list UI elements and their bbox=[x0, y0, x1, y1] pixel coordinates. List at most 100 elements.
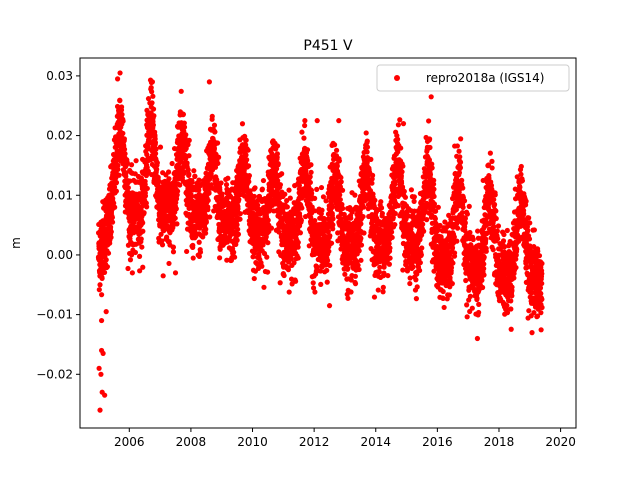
data-point bbox=[387, 255, 393, 261]
data-point bbox=[492, 192, 498, 198]
data-point bbox=[116, 172, 122, 178]
data-point bbox=[251, 193, 257, 200]
data-point bbox=[375, 287, 381, 293]
data-point bbox=[149, 89, 155, 95]
data-point bbox=[307, 179, 313, 186]
data-point bbox=[261, 284, 267, 290]
data-point bbox=[265, 217, 271, 223]
data-point bbox=[480, 284, 486, 291]
data-point bbox=[259, 186, 265, 192]
data-point bbox=[474, 295, 480, 301]
data-point bbox=[115, 166, 121, 173]
data-point bbox=[411, 198, 417, 204]
data-point bbox=[481, 266, 487, 272]
data-point bbox=[431, 193, 437, 200]
data-point bbox=[295, 239, 301, 246]
data-point bbox=[186, 153, 192, 159]
data-point bbox=[237, 216, 243, 222]
data-point bbox=[111, 184, 118, 190]
data-point bbox=[188, 193, 195, 200]
data-point bbox=[96, 287, 102, 293]
data-point bbox=[217, 246, 223, 252]
data-point bbox=[511, 275, 517, 281]
data-point bbox=[358, 242, 365, 248]
data-point bbox=[338, 179, 344, 185]
data-point bbox=[119, 111, 125, 118]
data-point bbox=[476, 301, 482, 307]
data-point bbox=[432, 216, 438, 222]
data-point bbox=[127, 178, 133, 184]
data-point bbox=[286, 289, 292, 295]
data-point bbox=[501, 231, 507, 238]
data-point bbox=[387, 245, 393, 251]
data-point bbox=[99, 275, 105, 281]
data-point bbox=[298, 217, 304, 224]
data-point bbox=[215, 154, 222, 160]
data-point bbox=[209, 113, 215, 119]
data-point bbox=[476, 309, 482, 316]
data-point bbox=[99, 292, 105, 298]
data-point bbox=[119, 104, 125, 110]
data-point bbox=[408, 187, 415, 193]
data-point bbox=[364, 138, 370, 144]
data-point bbox=[141, 210, 147, 216]
data-point bbox=[358, 235, 364, 241]
data-point bbox=[184, 248, 190, 255]
data-point bbox=[120, 118, 126, 124]
data-point bbox=[427, 136, 433, 142]
data-point bbox=[196, 253, 202, 260]
data-point bbox=[461, 198, 468, 204]
data-point bbox=[108, 229, 114, 235]
data-point bbox=[233, 241, 239, 247]
data-point bbox=[380, 284, 386, 290]
data-point bbox=[324, 279, 330, 285]
data-point bbox=[302, 122, 308, 129]
data-point bbox=[508, 298, 514, 304]
data-point bbox=[491, 224, 497, 230]
data-point bbox=[286, 187, 292, 193]
data-point bbox=[122, 151, 128, 157]
data-point bbox=[418, 252, 424, 258]
data-point bbox=[136, 253, 143, 259]
data-point bbox=[281, 272, 287, 279]
data-point bbox=[268, 225, 275, 231]
data-point bbox=[449, 245, 456, 251]
data-point bbox=[144, 204, 150, 210]
data-point bbox=[416, 267, 423, 274]
data-point bbox=[456, 148, 462, 154]
data-point bbox=[143, 200, 149, 206]
data-point bbox=[334, 163, 340, 169]
data-point bbox=[203, 219, 209, 225]
data-point bbox=[385, 272, 391, 279]
data-point bbox=[138, 236, 144, 242]
data-point bbox=[177, 182, 183, 188]
data-point bbox=[395, 122, 402, 128]
data-point bbox=[330, 216, 336, 222]
data-point bbox=[463, 277, 469, 284]
data-point bbox=[145, 96, 152, 102]
data-point bbox=[203, 226, 209, 232]
data-point bbox=[376, 269, 382, 275]
data-point bbox=[318, 281, 324, 287]
data-point bbox=[173, 206, 179, 212]
data-point bbox=[424, 217, 430, 223]
data-point bbox=[326, 248, 332, 254]
data-point bbox=[493, 215, 499, 222]
data-point bbox=[481, 261, 487, 267]
data-point bbox=[181, 169, 187, 175]
data-point bbox=[493, 208, 499, 214]
data-point bbox=[427, 171, 434, 178]
data-point bbox=[140, 220, 146, 226]
data-point bbox=[368, 156, 374, 162]
data-point bbox=[450, 260, 456, 266]
data-point bbox=[236, 196, 242, 203]
data-point bbox=[336, 158, 342, 164]
data-point bbox=[508, 306, 514, 312]
data-point bbox=[331, 142, 338, 148]
data-point bbox=[137, 195, 143, 201]
data-point bbox=[144, 185, 150, 192]
data-point bbox=[109, 219, 116, 225]
data-point bbox=[312, 195, 318, 201]
data-point bbox=[274, 143, 281, 149]
